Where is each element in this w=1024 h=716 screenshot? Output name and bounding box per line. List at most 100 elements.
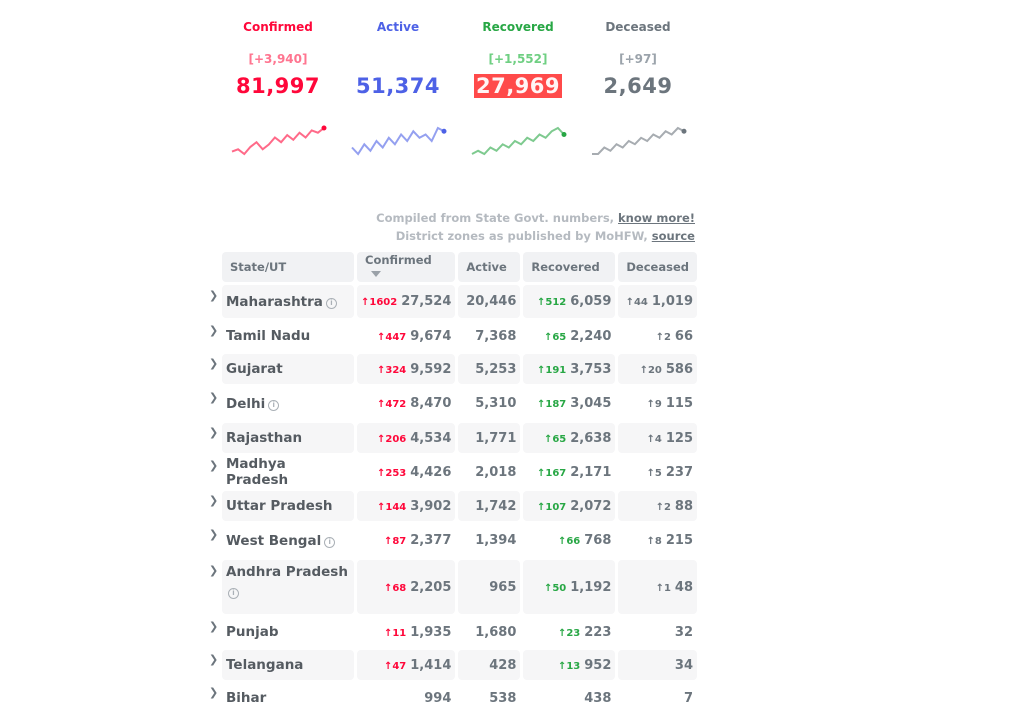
deceased-value: 88 bbox=[674, 498, 693, 514]
state-label: Rajasthan bbox=[226, 430, 303, 446]
table-row[interactable]: ❯ Madhya Pradesh ↑253 4,426 2,018 ↑167 2,171 ↑5… bbox=[209, 456, 697, 488]
confirmed-value: 4,534 bbox=[410, 430, 452, 446]
expand-chevron-icon[interactable]: ❯ bbox=[209, 391, 219, 404]
expand-chevron-icon[interactable]: ❯ bbox=[209, 528, 219, 541]
recovered-cell: ↑50 1,192 bbox=[523, 560, 616, 614]
info-icon[interactable]: i bbox=[324, 536, 336, 548]
table-row[interactable]: ❯ Rajasthan ↑206 4,534 1,771 ↑65 2,638 ↑4 125 bbox=[209, 423, 697, 453]
source-link[interactable]: source bbox=[651, 229, 695, 243]
recovered-value: 223 bbox=[584, 624, 612, 640]
recovered-cell: ↑107 2,072 bbox=[523, 491, 616, 521]
state-label: Andhra Pradesh bbox=[226, 564, 348, 580]
confirmed-value: 9,592 bbox=[410, 361, 452, 377]
table-row[interactable]: ❯ Bihar 994 538 438 7 bbox=[209, 683, 697, 713]
header-confirmed[interactable]: Confirmed bbox=[357, 252, 456, 282]
confirmed-value: 994 bbox=[424, 690, 452, 706]
confirmed-value: 8,470 bbox=[410, 396, 452, 411]
recovered-value: 768 bbox=[584, 533, 612, 548]
recovered-value: 438 bbox=[584, 690, 612, 706]
header-state[interactable]: State/UT bbox=[222, 252, 354, 282]
table-row[interactable]: ❯ Telangana ↑47 1,414 428 ↑13 952 34 bbox=[209, 650, 697, 680]
recovered-cell: ↑66 768 bbox=[523, 524, 615, 557]
expand-chevron-icon[interactable]: ❯ bbox=[209, 620, 219, 633]
info-icon[interactable]: i bbox=[325, 297, 337, 309]
table-row[interactable]: ❯ Tamil Nadu ↑447 9,674 7,368 ↑65 2,240 ↑2 66 bbox=[209, 321, 697, 351]
sparkline-end-dot bbox=[681, 128, 687, 134]
confirmed-title: Confirmed bbox=[243, 20, 313, 34]
state-name[interactable]: Telangana bbox=[222, 650, 354, 680]
confirmed-delta-badge: ↑68 bbox=[383, 582, 407, 594]
expand-chevron-icon[interactable]: ❯ bbox=[209, 564, 219, 577]
recovered-delta-badge: ↑107 bbox=[537, 501, 567, 513]
state-name[interactable]: Punjab bbox=[222, 617, 354, 647]
confirmed-cell: ↑144 3,902 bbox=[357, 491, 456, 521]
state-name[interactable]: West Bengal i bbox=[222, 524, 354, 557]
recovered-value: 2,638 bbox=[570, 430, 612, 446]
expand-chevron-icon[interactable]: ❯ bbox=[209, 459, 219, 472]
confirmed-cell: ↑324 9,592 bbox=[357, 354, 456, 384]
confirmed-total: 81,997 bbox=[235, 74, 321, 98]
recovered-cell: ↑65 2,638 bbox=[523, 423, 616, 453]
confirmed-delta-badge: ↑11 bbox=[383, 627, 407, 639]
table-body: ❯ Maharashtra i ↑1602 27,524 20,446 ↑512 6,059 ↑… bbox=[209, 285, 697, 713]
expand-chevron-icon[interactable]: ❯ bbox=[209, 324, 219, 337]
deceased-value: 66 bbox=[674, 328, 693, 344]
expand-chevron-icon[interactable]: ❯ bbox=[209, 357, 219, 370]
recovered-delta: [+1,552] bbox=[488, 52, 548, 66]
expand-chevron-icon[interactable]: ❯ bbox=[209, 494, 219, 507]
state-label: Uttar Pradesh bbox=[226, 498, 333, 514]
confirmed-delta: [+3,940] bbox=[248, 52, 308, 66]
state-name[interactable]: Rajasthan bbox=[222, 423, 354, 453]
info-icon[interactable]: i bbox=[228, 588, 239, 599]
expand-chevron-icon[interactable]: ❯ bbox=[209, 653, 219, 666]
state-name[interactable]: Madhya Pradesh bbox=[222, 456, 354, 488]
active-cell: 2,018 bbox=[458, 456, 520, 488]
expand-chevron-icon[interactable]: ❯ bbox=[209, 686, 219, 699]
summary-level: Confirmed [+3,940] 81,997 Active 51,374 … bbox=[218, 0, 698, 185]
deceased-delta-badge: ↑1 bbox=[655, 582, 671, 594]
table-row[interactable]: ❯ Delhi i ↑472 8,470 5,310 ↑187 3,045 ↑9 115 bbox=[209, 387, 697, 420]
confirmed-cell: ↑47 1,414 bbox=[357, 650, 456, 680]
confirmed-delta-badge: ↑206 bbox=[377, 433, 407, 445]
deceased-value: 34 bbox=[674, 657, 693, 673]
header-deceased[interactable]: Deceased bbox=[618, 252, 697, 282]
confirmed-cell: ↑87 2,377 bbox=[357, 524, 455, 557]
confirmed-delta-badge: ↑447 bbox=[377, 331, 407, 343]
expand-chevron-icon[interactable]: ❯ bbox=[209, 426, 219, 439]
info-icon[interactable]: i bbox=[268, 399, 280, 411]
confirmed-cell: ↑253 4,426 bbox=[357, 456, 455, 488]
deceased-delta: [+97] bbox=[619, 52, 657, 66]
table-row[interactable]: ❯ Maharashtra i ↑1602 27,524 20,446 ↑512 6,059 ↑… bbox=[209, 285, 697, 318]
confirmed-delta-badge: ↑1602 bbox=[361, 297, 398, 308]
table-row[interactable]: ❯ West Bengal i ↑87 2,377 1,394 ↑66 768 ↑8 215 bbox=[209, 524, 697, 557]
state-name[interactable]: Uttar Pradesh bbox=[222, 491, 354, 521]
know-more-link[interactable]: know more! bbox=[618, 211, 695, 225]
deceased-cell: ↑2 88 bbox=[618, 491, 697, 521]
state-name[interactable]: Andhra Pradesh i bbox=[222, 560, 354, 614]
table-row[interactable]: ❯ Gujarat ↑324 9,592 5,253 ↑191 3,753 ↑20 586 bbox=[209, 354, 697, 384]
state-name[interactable]: Tamil Nadu bbox=[222, 321, 354, 351]
recovered-delta-badge: ↑13 bbox=[557, 660, 581, 672]
confirmed-delta-badge: ↑144 bbox=[377, 501, 407, 513]
active-cell: 1,680 bbox=[458, 617, 520, 647]
table-row[interactable]: ❯ Punjab ↑11 1,935 1,680 ↑23 223 32 bbox=[209, 617, 697, 647]
sparkline-end-dot bbox=[321, 125, 327, 131]
state-name[interactable]: Maharashtra i bbox=[222, 285, 354, 318]
active-value: 428 bbox=[489, 657, 517, 673]
expand-chevron-icon[interactable]: ❯ bbox=[209, 289, 219, 302]
header-recovered[interactable]: Recovered bbox=[523, 252, 616, 282]
header-active[interactable]: Active bbox=[458, 252, 521, 282]
sort-down-icon bbox=[371, 271, 381, 277]
table-row[interactable]: ❯ Uttar Pradesh ↑144 3,902 1,742 ↑107 2,072 ↑2 8… bbox=[209, 491, 697, 521]
state-name[interactable]: Delhi i bbox=[222, 387, 354, 420]
active-value: 1,680 bbox=[475, 624, 517, 640]
confirmed-value: 27,524 bbox=[401, 294, 452, 309]
state-name[interactable]: Bihar bbox=[222, 683, 354, 713]
deceased-cell: ↑44 1,019 bbox=[618, 285, 697, 318]
recovered-value: 952 bbox=[584, 657, 612, 673]
state-name[interactable]: Gujarat bbox=[222, 354, 354, 384]
table-row[interactable]: ❯ Andhra Pradesh i ↑68 2,205 965 ↑50 1,192 ↑1 48 bbox=[209, 560, 697, 614]
sparkline-path bbox=[471, 126, 565, 156]
confirmed-sparkline bbox=[231, 125, 327, 156]
deceased-delta-badge: ↑5 bbox=[646, 467, 662, 479]
